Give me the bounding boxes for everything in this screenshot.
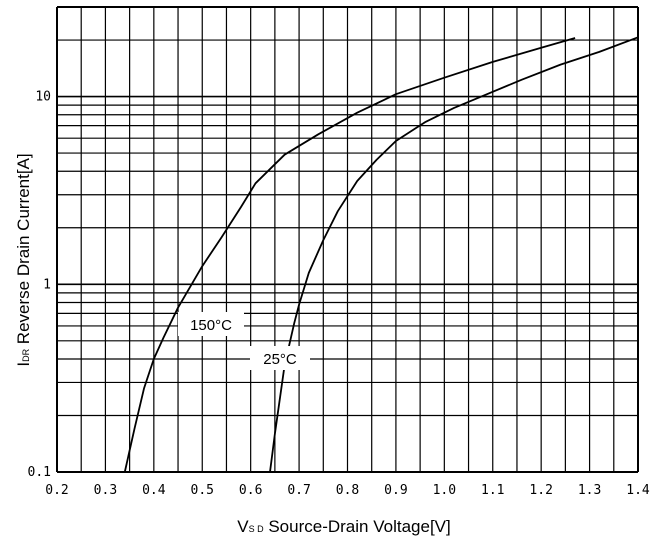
series-label-background	[178, 312, 244, 336]
y-axis-label: IDR Reverse Drain Current[A]	[14, 153, 33, 366]
x-tick-label: 0.8	[336, 483, 359, 498]
series-labels: 150°C 25°C	[178, 312, 310, 370]
series-label-25c: 25°C	[263, 351, 297, 368]
grid	[56, 6, 639, 473]
x-tick-label: 1.2	[529, 483, 552, 498]
x-axis-label-main: V	[237, 517, 249, 536]
series-line-25c	[269, 36, 639, 473]
y-tick-label: 0.1	[28, 465, 51, 480]
x-tick-label: 1.1	[481, 483, 504, 498]
x-tick-label: 0.2	[45, 483, 68, 498]
x-axis-label-rest: Source-Drain Voltage[V]	[264, 517, 451, 536]
y-tick-label: 10	[35, 90, 51, 105]
x-axis-label: VS D Source-Drain Voltage[V]	[237, 517, 450, 536]
x-tick-label: 1.4	[626, 483, 650, 498]
x-tick-label: 0.4	[142, 483, 166, 498]
x-tick-label: 0.3	[94, 483, 117, 498]
x-tick-label: 0.9	[384, 483, 407, 498]
tick-labels: 0.2 0.3 0.4 0.5 0.6 0.7 0.8 0.9 1.0 1.1 1.2 1.3 1.4 0…	[28, 90, 650, 498]
y-tick-label: 1	[43, 277, 51, 292]
y-axis-label-rest: Reverse Drain Current[A]	[14, 153, 33, 349]
x-tick-label: 1.3	[578, 483, 601, 498]
series-lines	[123, 36, 639, 473]
x-axis-label-sub: S D	[249, 524, 265, 534]
x-tick-label: 1.0	[433, 483, 456, 498]
series-label-150c: 150°C	[190, 317, 232, 334]
series-label-background	[250, 346, 310, 370]
x-tick-label: 0.7	[287, 483, 310, 498]
x-tick-label: 0.5	[191, 483, 214, 498]
y-axis-label-sub: DR	[21, 348, 31, 361]
x-tick-label: 0.6	[239, 483, 262, 498]
y-axis-label-main: I	[14, 362, 33, 367]
series-line-150c	[123, 37, 576, 473]
